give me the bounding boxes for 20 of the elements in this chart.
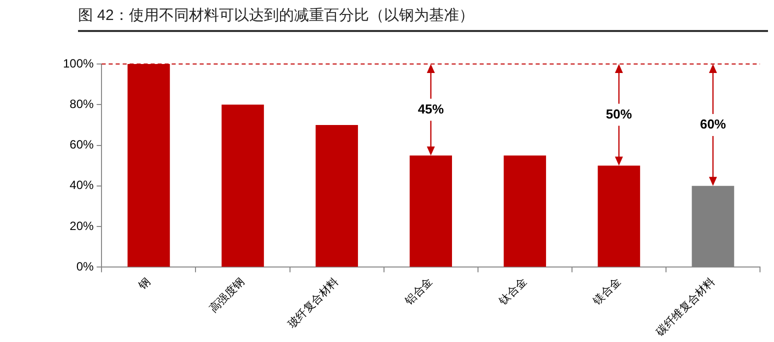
y-tick-label: 40% xyxy=(70,178,94,192)
x-tick-label: 高强度钢 xyxy=(206,274,248,316)
x-tick-label: 铝合金 xyxy=(402,274,436,308)
x-tick-label: 玻纤复合材料 xyxy=(285,274,342,331)
y-tick-label: 100% xyxy=(62,56,94,70)
x-tick-label: 钢 xyxy=(136,276,153,293)
annotation: 60% xyxy=(700,116,726,132)
x-tick-label: 镁合金 xyxy=(590,274,624,308)
y-tick-label: 0% xyxy=(76,260,94,274)
bar xyxy=(504,155,546,267)
y-tick-label: 60% xyxy=(70,138,94,152)
y-tick-label: 80% xyxy=(70,96,94,111)
y-tick-label: 20% xyxy=(70,218,94,233)
annotation: 50% xyxy=(606,106,632,122)
chart-title: 图 42：使用不同材料可以达到的减重百分比（以钢为基准） xyxy=(78,6,768,32)
annotation: 45% xyxy=(418,101,444,116)
x-tick-label: 碳纤维复合材料 xyxy=(652,274,718,340)
bar xyxy=(316,124,358,267)
x-tick-label: 钛合金 xyxy=(496,274,530,308)
bar xyxy=(222,104,264,267)
